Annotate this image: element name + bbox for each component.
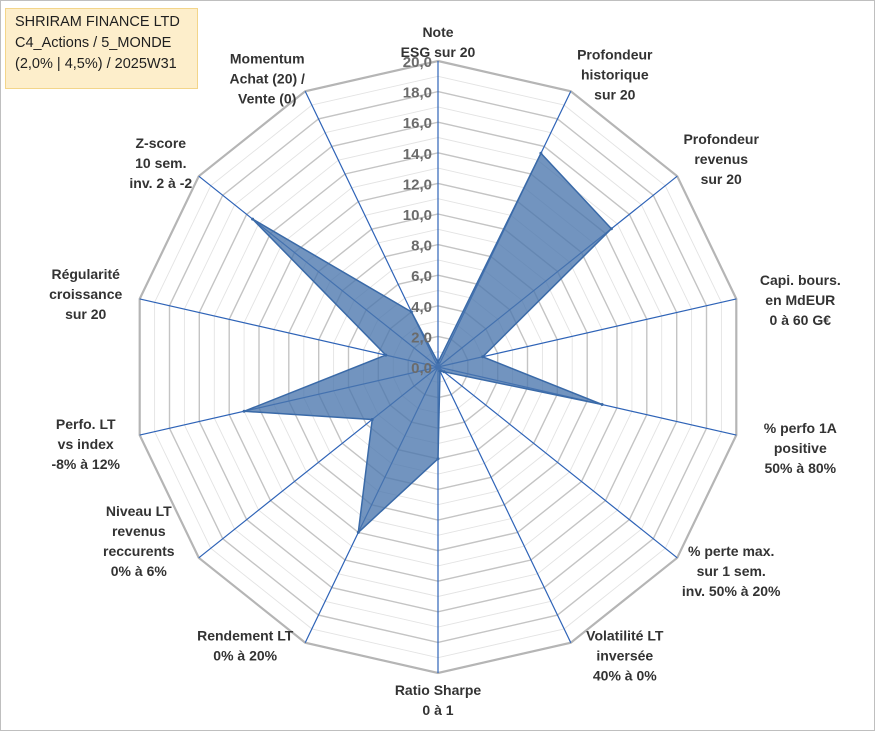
axis-label-line: revenus	[112, 523, 166, 539]
tick-label: 18,0	[403, 85, 432, 102]
axis-label-line: Profondeur	[577, 46, 653, 62]
axis-label-line: revenus	[694, 151, 748, 167]
tick-label: 16,0	[403, 115, 432, 132]
axis-label-line: Régularité	[51, 266, 120, 282]
axis-label-line: Perfo. LT	[56, 416, 116, 432]
series-point	[242, 409, 246, 413]
axis-label-line: Volatilité LT	[586, 628, 664, 644]
title-box: SHRIRAM FINANCE LTD C4_Actions / 5_MONDE…	[5, 8, 198, 89]
axis-label-line: Profondeur	[683, 131, 759, 147]
axis-label: Volatilité LT inversée 40% à 0%	[586, 628, 664, 684]
axis-spoke	[437, 366, 678, 559]
tick-label: 10,0	[403, 207, 432, 224]
axis-label-line: en MdEUR	[765, 292, 835, 308]
axis-label: Profondeur revenus sur 20	[683, 131, 759, 187]
axis-label-line: Achat (20) /	[229, 70, 305, 86]
series-point	[409, 310, 413, 314]
radial-tick-labels: 0,0 2,0 4,0 6,0 8,0 10,0 12,0 14,0 16,0 18,0 20,0	[403, 54, 432, 377]
axis-label: Z-score 10 sem. inv. 2 à -2	[129, 135, 192, 191]
axis-label: Régularité croissance sur 20	[49, 266, 122, 322]
axis-label-line: Niveau LT	[106, 503, 172, 519]
series-point	[356, 530, 360, 534]
axis-label-line: sur 20	[701, 171, 742, 187]
axis-label-line: reccurents	[103, 543, 175, 559]
axis-spoke	[437, 366, 572, 643]
tick-label: 8,0	[411, 238, 432, 255]
series-point	[384, 353, 388, 357]
series-point	[436, 360, 440, 364]
tick-label: 2,0	[411, 329, 432, 346]
axis-label-line: Z-score	[136, 135, 187, 151]
axis-label: Note ESG sur 20	[401, 24, 476, 60]
axis-label-line: historique	[581, 66, 649, 82]
axis-label-line: sur 20	[65, 306, 106, 322]
axis-label: Profondeur historique sur 20	[577, 46, 653, 102]
axis-label-line: % perte max.	[688, 543, 774, 559]
axis-label-line: sur 1 sem.	[697, 563, 766, 579]
radar-series	[242, 151, 613, 534]
axis-label-line: Note	[422, 24, 453, 40]
axis-label-line: 40% à 0%	[593, 668, 657, 684]
category-line: C4_Actions / 5_MONDE	[15, 35, 172, 51]
series-point	[442, 370, 446, 374]
tick-label: 20,0	[403, 54, 432, 71]
axis-label-line: inversée	[596, 648, 653, 664]
axis-label: % perfo 1A positive 50% à 80%	[764, 420, 837, 476]
company-name: SHRIRAM FINANCE LTD	[15, 14, 180, 30]
axis-label-line: -8% à 12%	[51, 456, 120, 472]
axis-label: Rendement LT 0% à 20%	[197, 628, 294, 664]
axis-label: Ratio Sharpe 0 à 1	[395, 682, 482, 718]
axis-label-line: 50% à 80%	[764, 460, 836, 476]
axis-label-line: 0 à 60 G€	[770, 312, 832, 328]
tick-label: 6,0	[411, 268, 432, 285]
axis-label-line: Rendement LT	[197, 628, 294, 644]
series-point	[251, 217, 255, 221]
axis-label-line: 0 à 1	[422, 702, 453, 718]
axis-label: Perfo. LT vs index -8% à 12%	[51, 416, 120, 472]
axis-labels: Note ESG sur 20 Profondeur historique sur 20…	[49, 24, 841, 718]
axis-label-line: vs index	[58, 436, 114, 452]
parameters-line: (2,0% | 4,5%) / 2025W31	[15, 56, 177, 72]
series-point	[609, 227, 613, 231]
axis-label-line: % perfo 1A	[764, 420, 837, 436]
series-point	[600, 403, 604, 406]
tick-label: 0,0	[411, 360, 432, 377]
series-point	[370, 418, 374, 421]
axis-label: Capi. bours. en MdEUR 0 à 60 G€	[760, 272, 841, 328]
axis-label: % perte max. sur 1 sem. inv. 50% à 20%	[682, 543, 781, 599]
axis-label-line: Vente (0)	[238, 90, 296, 106]
axis-label-line: positive	[774, 440, 827, 456]
axis-label-line: 0% à 6%	[111, 563, 168, 579]
axis-label-line: croissance	[49, 286, 122, 302]
axis-label-line: Ratio Sharpe	[395, 682, 482, 698]
series-point	[438, 369, 442, 373]
tick-label: 12,0	[403, 176, 432, 193]
tick-label: 14,0	[403, 146, 432, 163]
axis-label-line: inv. 50% à 20%	[682, 583, 781, 599]
axis-label: Momentum Achat (20) / Vente (0)	[229, 50, 305, 106]
axis-label-line: Momentum	[230, 50, 305, 66]
series-point	[481, 355, 485, 359]
axis-label: Niveau LT revenus reccurents 0% à 6%	[103, 503, 175, 579]
series-point	[539, 151, 543, 155]
axis-label-line: ESG sur 20	[401, 44, 476, 60]
tick-label: 4,0	[411, 299, 432, 316]
axis-label-line: 10 sem.	[135, 155, 186, 171]
axis-label-line: Capi. bours.	[760, 272, 841, 288]
series-point	[436, 457, 440, 461]
axis-label-line: sur 20	[594, 86, 635, 102]
axis-spoke	[437, 298, 737, 368]
axis-label-line: inv. 2 à -2	[129, 175, 192, 191]
axis-label-line: 0% à 20%	[213, 648, 277, 664]
